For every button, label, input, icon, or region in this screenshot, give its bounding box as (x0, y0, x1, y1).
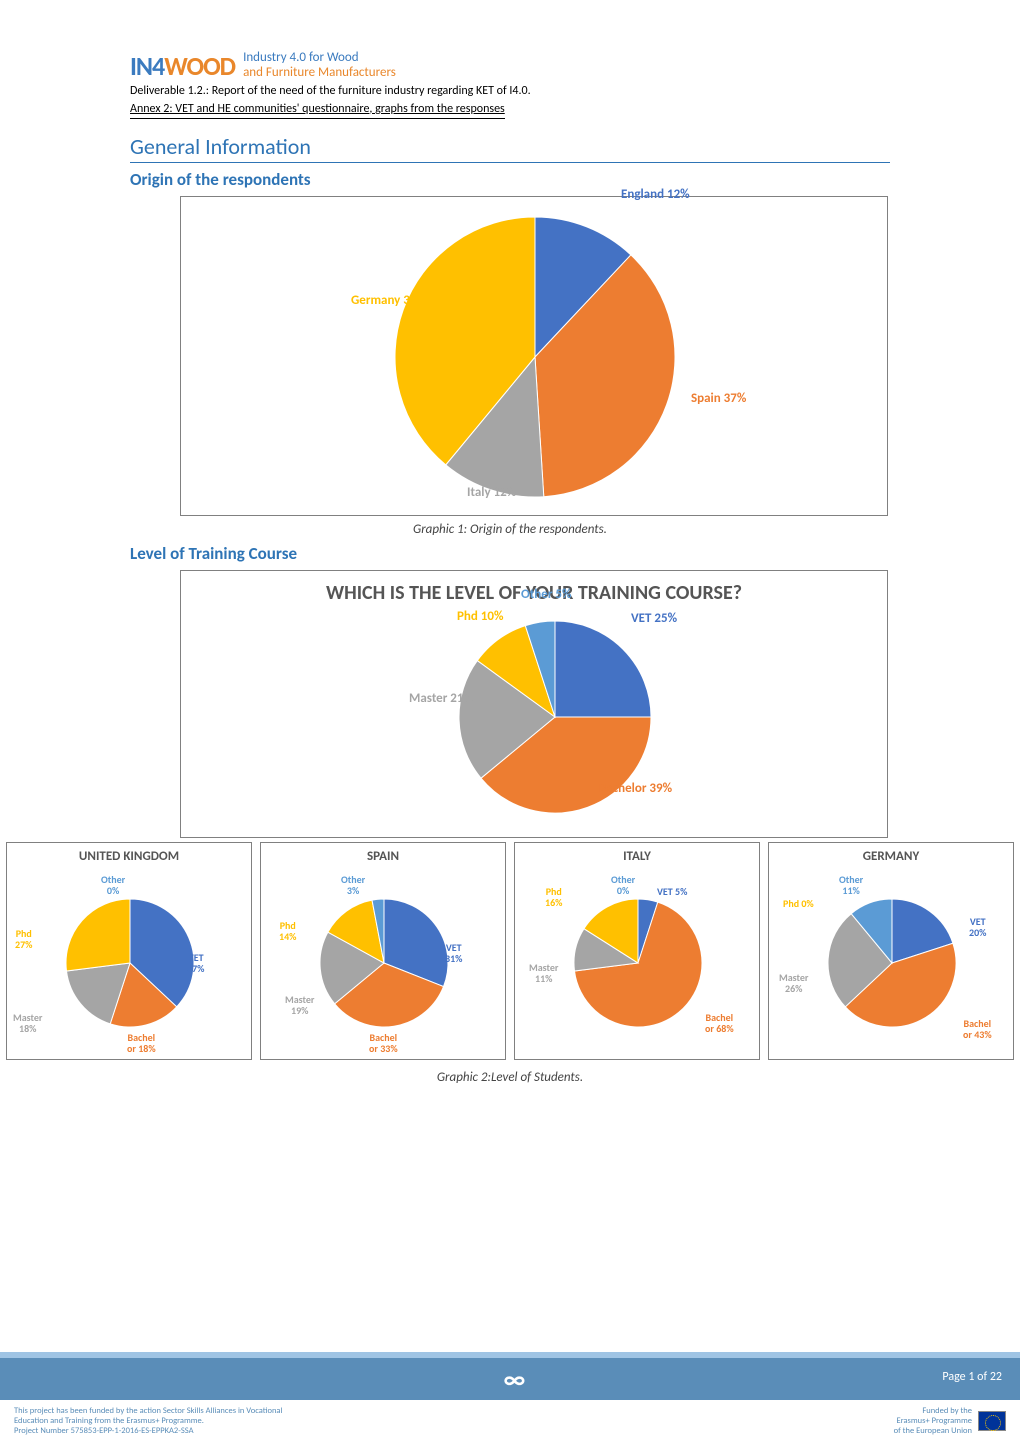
footer-bottom: This project has been funded by the acti… (0, 1400, 1020, 1442)
footer-infinity-icon: ∞ (503, 1363, 516, 1395)
mini-chart-frame: GERMANYVET20%Bachelor 43%Master26%Phd 0%… (768, 842, 1014, 1060)
pie-slice-label: Bachelor 18% (127, 1033, 156, 1054)
chart-level-frame: WHICH IS THE LEVEL OF YOUR TRAINING COUR… (180, 570, 888, 838)
pie-slice-label: Phd16% (545, 887, 562, 908)
logo-text: IN4WOOD (130, 50, 235, 82)
page-number: Page 1 of 22 (942, 1370, 1002, 1384)
pie-slice (66, 899, 130, 971)
pie-slice-label: Master11% (529, 963, 559, 984)
footer-right-2: Erasmus+ Programme (894, 1416, 972, 1426)
logo-subtitle: Industry 4.0 for Wood and Furniture Manu… (243, 51, 396, 81)
eu-flag-icon (978, 1411, 1006, 1431)
pie-slice (555, 621, 651, 717)
pie-slice-label: Bachelor 43% (963, 1019, 992, 1040)
logo-part-in4: IN4 (130, 50, 164, 82)
pie-slice-label: Phd27% (15, 929, 32, 950)
pie-slice-label: Other11% (839, 875, 863, 896)
document-header: IN4WOOD Industry 4.0 for Wood and Furnit… (130, 50, 890, 119)
pie-slice-label: England 12% (621, 187, 690, 202)
pie-slice-label: VET20% (969, 917, 986, 938)
pie-slice-label: Germany 39% (351, 293, 426, 308)
subsection-origin: Origin of the respondents (130, 169, 890, 190)
pie-slice-label: VET31% (445, 943, 462, 964)
pie-slice-label: Other0% (101, 875, 125, 896)
pie-slice-label: Phd14% (279, 921, 296, 942)
pie-slice-label: Other 5% (521, 587, 571, 602)
logo-part-wood: WOOD (164, 50, 235, 82)
subsection-level: Level of Training Course (130, 543, 890, 564)
page-footer: ∞ Page 1 of 22 This project has been fun… (0, 1352, 1020, 1442)
footer-right-3: of the European Union (894, 1426, 972, 1436)
pie-slice-label: Italy 12% (467, 485, 516, 500)
mini-charts-row: UNITED KINGDOMVET37%Bachelor 18%Master18… (6, 842, 1014, 1060)
footer-right-1: Funded by the (894, 1406, 972, 1416)
footer-left: This project has been funded by the acti… (14, 1406, 282, 1436)
pie-slice-label: VET37% (187, 953, 204, 974)
section-title-general: General Information (130, 133, 890, 163)
pie-slice-label: Master19% (285, 995, 315, 1016)
logo-sub-line1: Industry 4.0 for Wood (243, 51, 396, 66)
footer-left-3: Project Number 575853-EPP-1-2016-ES-EPPK… (14, 1426, 282, 1436)
logo-row: IN4WOOD Industry 4.0 for Wood and Furnit… (130, 50, 890, 82)
pie-slice-label: Bachelor 39% (599, 781, 672, 796)
pie-slice-label: VET 25% (631, 611, 677, 626)
mini-chart-frame: ITALYVET 5%Bachelor 68%Master11%Phd16%Ot… (514, 842, 760, 1060)
footer-bar-dark: ∞ Page 1 of 22 (0, 1358, 1020, 1400)
pie-slice-label: VET 5% (657, 887, 687, 898)
mini-chart-frame: UNITED KINGDOMVET37%Bachelor 18%Master18… (6, 842, 252, 1060)
chart-origin-frame: England 12%Spain 37%Italy 12%Germany 39% (180, 196, 888, 516)
mini-chart-frame: SPAINVET31%Bachelor 33%Master19%Phd14%Ot… (260, 842, 506, 1060)
pie-slice-label: Master18% (13, 1013, 43, 1034)
pie-slice-label: Bachelor 68% (705, 1013, 734, 1034)
chart2-caption: Graphic 2:Level of Students. (0, 1070, 1020, 1085)
deliverable-line: Deliverable 1.2.: Report of the need of … (130, 84, 890, 98)
pie-slice-label: Other3% (341, 875, 365, 896)
chart1-caption: Graphic 1: Origin of the respondents. (130, 522, 890, 537)
pie-slice-label: Spain 37% (691, 391, 746, 406)
footer-left-2: Education and Training from the Erasmus+… (14, 1416, 282, 1426)
logo-sub-line2: and Furniture Manufacturers (243, 66, 396, 81)
footer-left-1: This project has been funded by the acti… (14, 1406, 282, 1416)
annex-line: Annex 2: VET and HE communities' questio… (130, 102, 505, 119)
pie-slice-label: Other0% (611, 875, 635, 896)
pie-slice-label: Master 21% (409, 691, 473, 706)
pie-slice-label: Phd 10% (457, 609, 503, 624)
pie-slice-label: Bachelor 33% (369, 1033, 398, 1054)
pie-slice-label: Master26% (779, 973, 809, 994)
pie-slice-label: Phd 0% (783, 899, 814, 910)
footer-right: Funded by the Erasmus+ Programme of the … (894, 1406, 1006, 1436)
